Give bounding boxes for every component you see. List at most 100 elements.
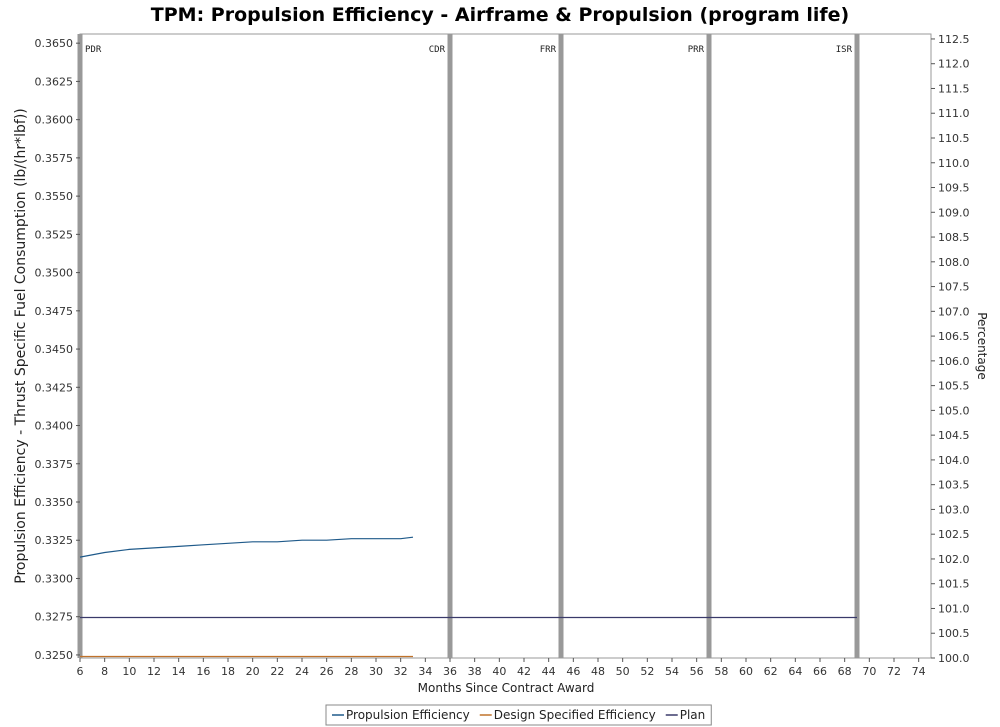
chart-title: TPM: Propulsion Efficiency - Airframe & … [151, 4, 849, 26]
y2-tick-label: 109.0 [938, 206, 970, 219]
milestone-label-isr: ISR [836, 45, 853, 55]
milestone-label-prr: PRR [688, 45, 705, 55]
y-axis: 0.3250 0.3275 0.3300 0.3325 0.3350 0.3375 0.34… [35, 37, 80, 662]
legend-box [325, 704, 712, 726]
y2-tick-label: 104.0 [938, 454, 970, 467]
y2-tick-label: 110.0 [938, 157, 970, 170]
y2-axis: 100.0 100.5 101.0 101.5 102.0 102.5 103.0 103.5… [931, 33, 970, 665]
x-tick-label: 24 [295, 665, 309, 678]
y2-tick-label: 101.0 [938, 602, 970, 615]
series-line-propulsion-efficiency [79, 536, 414, 558]
y-axis-label: Propulsion Efficiency - Thrust Specific … [13, 108, 29, 584]
x-tick-label: 10 [122, 665, 136, 678]
y2-tick-label: 111.5 [938, 82, 970, 95]
x-tick-label: 52 [640, 665, 654, 678]
y2-tick-label: 100.5 [938, 627, 970, 640]
y-tick-label: 0.3500 [35, 267, 74, 280]
y2-tick-label: 109.5 [938, 182, 970, 195]
y-tick-label: 0.3625 [35, 75, 74, 88]
y-tick-label: 0.3550 [35, 190, 74, 203]
x-tick-label: 70 [862, 665, 876, 678]
y2-tick-label: 105.0 [938, 404, 970, 417]
x-tick-label: 58 [714, 665, 728, 678]
x-tick-label: 72 [887, 665, 901, 678]
milestones: PDR CDR FRR PRR ISR [77, 34, 860, 658]
x-tick-label: 8 [101, 665, 108, 678]
y2-tick-label: 104.5 [938, 429, 970, 442]
x-tick-label: 42 [517, 665, 531, 678]
y-tick-label: 0.3425 [35, 381, 74, 394]
legend-item-label: Propulsion Efficiency [346, 708, 470, 722]
x-tick-label: 40 [492, 665, 506, 678]
milestone-label-frr: FRR [540, 45, 557, 55]
y2-tick-label: 107.0 [938, 305, 970, 318]
x-tick-label: 16 [196, 665, 210, 678]
x-tick-label: 28 [344, 665, 358, 678]
y2-axis-label: Percentage [975, 312, 989, 380]
x-tick-label: 18 [221, 665, 235, 678]
x-tick-label: 66 [813, 665, 827, 678]
x-tick-label: 34 [418, 665, 432, 678]
y-tick-label: 0.3250 [35, 649, 74, 662]
y2-tick-label: 102.5 [938, 528, 970, 541]
x-tick-label: 12 [147, 665, 161, 678]
y2-tick-label: 112.0 [938, 58, 970, 71]
legend-item-label: Design Specified Efficiency [494, 708, 656, 722]
y-tick-label: 0.3650 [35, 37, 74, 50]
legend: Propulsion Efficiency Design Specified Ef… [325, 704, 712, 726]
y2-tick-label: 100.0 [938, 652, 970, 665]
y2-tick-label: 103.0 [938, 503, 970, 516]
y2-tick-label: 102.0 [938, 553, 970, 566]
x-tick-label: 30 [369, 665, 383, 678]
x-tick-label: 54 [665, 665, 679, 678]
y2-tick-label: 106.5 [938, 330, 970, 343]
y2-tick-label: 101.5 [938, 578, 970, 591]
y2-tick-label: 108.0 [938, 256, 970, 269]
x-axis-label: Months Since Contract Award [418, 681, 595, 695]
plot-area [79, 33, 932, 659]
y-tick-label: 0.3475 [35, 305, 74, 318]
y-tick-label: 0.3350 [35, 496, 74, 509]
x-tick-label: 32 [394, 665, 408, 678]
y2-tick-label: 112.5 [938, 33, 970, 46]
y2-tick-label: 106.0 [938, 355, 970, 368]
y2-tick-label: 103.5 [938, 479, 970, 492]
x-tick-label: 68 [838, 665, 852, 678]
legend-item-label: Plan [680, 708, 706, 722]
x-tick-label: 6 [77, 665, 84, 678]
y-tick-label: 0.3575 [35, 152, 74, 165]
x-axis: 6 8 10 12 14 16 18 20 22 24 26 28 30 32 34 36 38 40 42 44 46… [77, 658, 926, 678]
y2-tick-label: 111.0 [938, 107, 970, 120]
x-tick-label: 50 [616, 665, 630, 678]
x-tick-label: 74 [912, 665, 926, 678]
y2-tick-label: 110.5 [938, 132, 970, 145]
x-tick-label: 46 [566, 665, 580, 678]
series-layer [79, 536, 857, 658]
y-tick-label: 0.3325 [35, 534, 74, 547]
milestone-label-pdr: PDR [85, 45, 102, 55]
y2-tick-label: 105.5 [938, 380, 970, 393]
x-tick-label: 38 [468, 665, 482, 678]
y-tick-label: 0.3275 [35, 611, 74, 624]
milestone-label-cdr: CDR [429, 45, 446, 55]
y-tick-label: 0.3375 [35, 458, 74, 471]
y-tick-label: 0.3450 [35, 343, 74, 356]
x-tick-label: 56 [690, 665, 704, 678]
x-tick-label: 62 [764, 665, 778, 678]
x-tick-label: 36 [443, 665, 457, 678]
y2-tick-label: 107.5 [938, 281, 970, 294]
y-tick-label: 0.3300 [35, 572, 74, 585]
x-tick-label: 22 [270, 665, 284, 678]
x-tick-label: 48 [591, 665, 605, 678]
x-tick-label: 60 [739, 665, 753, 678]
x-tick-label: 26 [320, 665, 334, 678]
x-tick-label: 20 [246, 665, 260, 678]
y-tick-label: 0.3600 [35, 114, 74, 127]
y-tick-label: 0.3400 [35, 420, 74, 433]
x-tick-label: 14 [172, 665, 186, 678]
x-tick-label: 64 [788, 665, 802, 678]
x-tick-label: 44 [542, 665, 556, 678]
y-tick-label: 0.3525 [35, 228, 74, 241]
y2-tick-label: 108.5 [938, 231, 970, 244]
